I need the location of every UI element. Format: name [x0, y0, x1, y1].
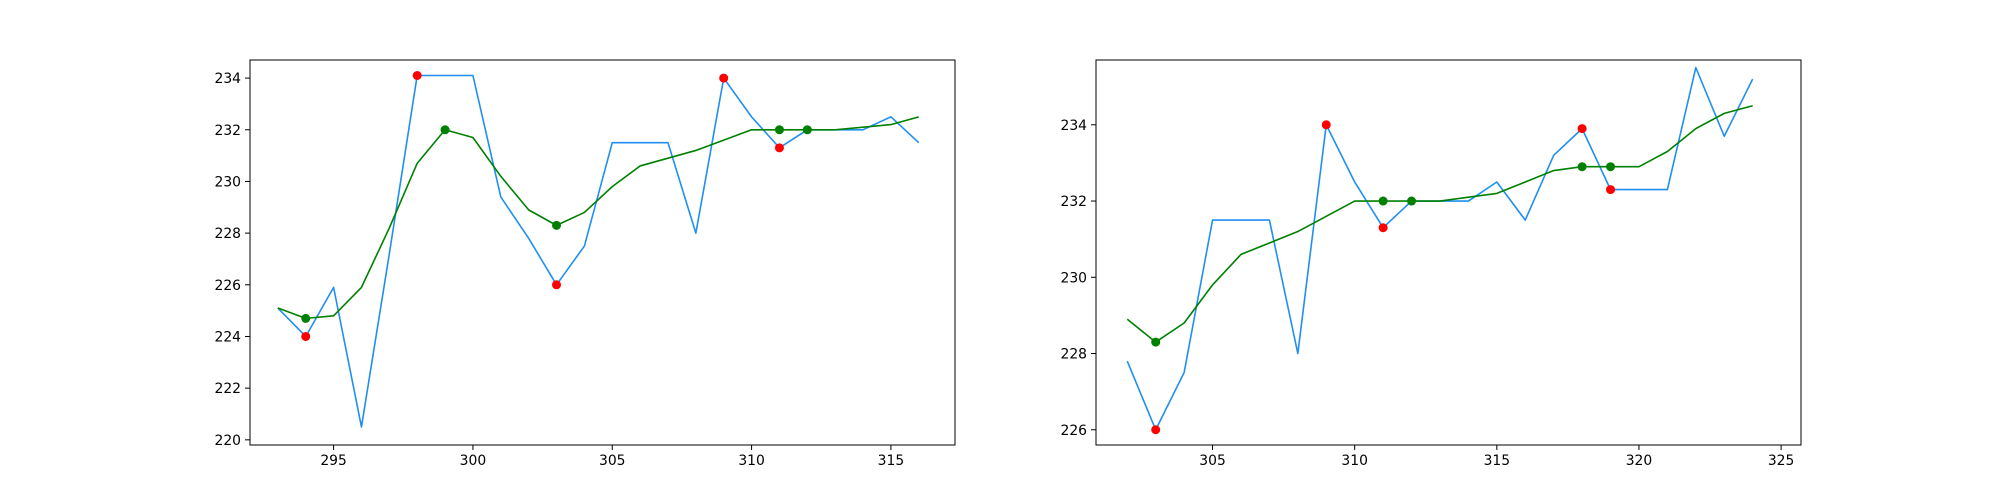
extrema-marker — [774, 143, 784, 153]
extrema-marker — [412, 71, 422, 81]
smoothed-line — [1126, 104, 1753, 343]
extrema-marker — [1378, 223, 1388, 233]
x-tick-label: 310 — [738, 453, 765, 469]
x-tick-label: 305 — [599, 453, 626, 469]
y-tick-label: 222 — [214, 381, 241, 397]
turning-marker — [552, 220, 562, 230]
x-tick-label: 325 — [1768, 453, 1795, 469]
axes-frame — [1095, 59, 1802, 446]
turning-marker — [1151, 337, 1161, 347]
turning-marker — [802, 125, 812, 135]
chart-panel-1: 295 300 305 310 315 220 222 224 226 228 230 232 234 — [214, 59, 956, 469]
y-tick-label: 232 — [214, 123, 241, 139]
y-tick-label: 228 — [1060, 347, 1087, 363]
extrema-marker — [1321, 120, 1331, 130]
turning-marker — [1577, 162, 1587, 172]
turning-marker — [301, 313, 311, 323]
turning-marker — [440, 125, 450, 135]
x-tick-label: 305 — [1199, 453, 1226, 469]
extrema-marker — [1606, 185, 1616, 195]
extrema-marker — [301, 331, 311, 341]
extrema-marker — [719, 73, 729, 83]
y-tick-label: 226 — [1060, 423, 1087, 439]
turning-marker — [1606, 162, 1616, 172]
y-tick-label: 230 — [1060, 270, 1087, 286]
smoothed-line — [277, 116, 919, 320]
x-tick-label: 315 — [1484, 453, 1511, 469]
turning-marker — [774, 125, 784, 135]
y-tick-label: 230 — [214, 174, 241, 190]
chart-panel-2: 305 310 315 320 325 226 228 230 232 234 — [1060, 59, 1802, 469]
x-tick-label: 295 — [320, 453, 347, 469]
extrema-marker — [1577, 124, 1587, 134]
x-tick-label: 310 — [1341, 453, 1368, 469]
extrema-marker — [552, 280, 562, 290]
x-tick-label: 320 — [1626, 453, 1653, 469]
x-tick-label: 315 — [878, 453, 905, 469]
turning-marker — [1378, 196, 1388, 206]
y-tick-label: 220 — [214, 433, 241, 449]
x-tick-label: 300 — [460, 453, 487, 469]
extrema-marker — [1151, 425, 1161, 435]
turning-marker — [1407, 196, 1417, 206]
y-tick-label: 226 — [214, 278, 241, 294]
y-tick-label: 232 — [1060, 194, 1087, 210]
y-tick-label: 234 — [1060, 118, 1087, 134]
y-tick-label: 224 — [214, 329, 241, 345]
axes-frame — [249, 59, 956, 446]
y-tick-label: 234 — [214, 71, 241, 87]
y-tick-label: 228 — [214, 226, 241, 242]
